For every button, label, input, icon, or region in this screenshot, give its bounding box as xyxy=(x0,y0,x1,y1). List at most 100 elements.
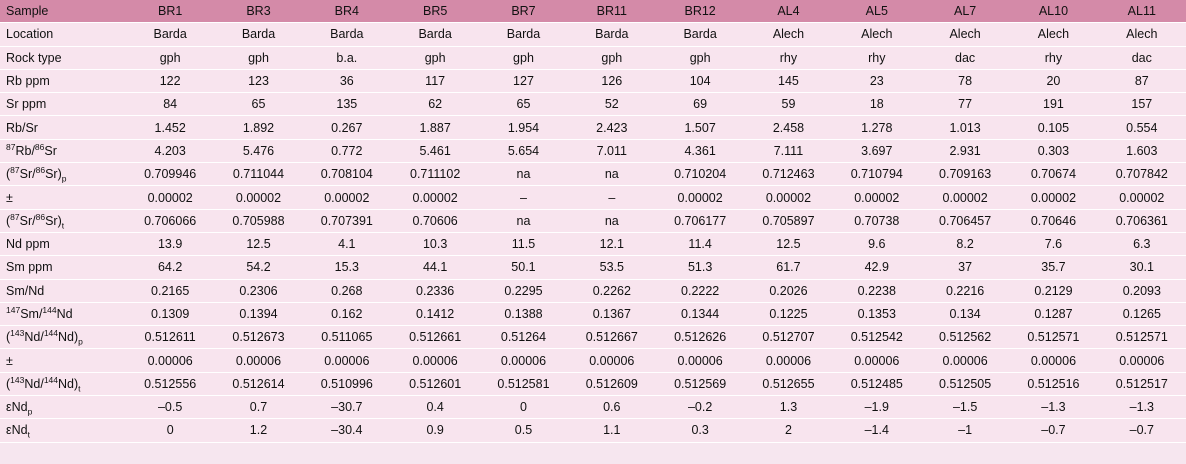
table-cell: 0.710794 xyxy=(832,162,921,187)
table-cell: 0.9 xyxy=(390,418,480,443)
table-cell: 0.707391 xyxy=(302,209,391,233)
row-label-part: Nd/ xyxy=(24,376,44,391)
row-label-part: 147 xyxy=(6,304,21,315)
table-row: εNdp –0.5 0.7 –30.7 0.4 0 0.6 –0.2 1.3 –1.9 –1.5 –1… xyxy=(0,395,1186,420)
table-cell: 0.1344 xyxy=(655,302,745,327)
table-cell: 30.1 xyxy=(1097,255,1186,280)
row-label-part: Sr) xyxy=(45,213,62,228)
table-cell: 1.892 xyxy=(214,115,303,140)
table-cell: 0.706177 xyxy=(655,209,745,233)
row-label: (87Sr/86Sr)t xyxy=(0,209,126,233)
table-cell: 0.00006 xyxy=(302,348,391,373)
table-cell: 12.5 xyxy=(744,232,833,257)
table-cell: –0.7 xyxy=(1097,418,1186,443)
table-cell: 0.512562 xyxy=(920,325,1010,350)
data-table: Sample BR1 BR3 BR4 BR5 BR7 BR11 BR12 AL4 AL5 AL7 AL… xyxy=(0,0,1186,443)
row-label-part: ( xyxy=(6,213,11,228)
table-cell: 0.51264 xyxy=(479,325,568,350)
table-cell: 135 xyxy=(302,92,391,117)
table-cell: Barda xyxy=(302,22,391,47)
row-label-part: εNd xyxy=(6,400,28,415)
row-label: Rb ppm xyxy=(0,69,126,94)
row-label: ± xyxy=(0,348,126,373)
row-label-part: Nd xyxy=(56,307,73,321)
table-cell: 53.5 xyxy=(567,255,656,280)
table-cell: 62 xyxy=(390,92,480,117)
table-cell: 0.00006 xyxy=(1097,348,1186,373)
table-cell: 0.3 xyxy=(655,418,745,443)
table-cell: na xyxy=(479,162,568,187)
table-cell: 0.00002 xyxy=(390,185,480,210)
row-label-part: Sr ppm xyxy=(6,97,47,112)
table-cell: 37 xyxy=(920,255,1010,280)
row-label: Rb/Sr xyxy=(0,115,126,140)
table-cell: 7.6 xyxy=(1009,232,1098,257)
table-cell: Barda xyxy=(567,22,656,47)
row-label-part: Rb/Sr xyxy=(6,120,38,135)
table-cell: 50.1 xyxy=(479,255,568,280)
table-cell: 0.00002 xyxy=(832,185,921,210)
column-header: BR3 xyxy=(214,0,303,24)
table-row: (87Sr/86Sr)t 0.706066 0.705988 0.707391 0.70… xyxy=(0,209,1186,233)
table-cell: 0.00006 xyxy=(920,348,1010,373)
table-cell: 18 xyxy=(832,92,921,117)
table-cell: 0.512673 xyxy=(214,325,303,350)
table-cell: 0.2238 xyxy=(832,279,921,303)
table-cell: rhy xyxy=(744,46,833,70)
table-cell: na xyxy=(479,209,568,233)
column-header: BR4 xyxy=(302,0,391,24)
row-label-part: Rb ppm xyxy=(6,74,50,89)
table-cell: 0.711044 xyxy=(214,162,303,187)
table-cell: –0.5 xyxy=(126,395,215,420)
table-cell: 1.954 xyxy=(479,115,568,140)
row-label: Sr ppm xyxy=(0,92,126,117)
table-cell: 0.00002 xyxy=(1009,185,1098,210)
table-row: Sr ppm 84 65 135 62 65 52 69 59 18 77 191 157 xyxy=(0,92,1186,117)
table-cell: 0.2129 xyxy=(1009,279,1098,303)
row-label-part: p xyxy=(78,336,83,347)
column-header: BR7 xyxy=(479,0,568,24)
table-cell: 0.512601 xyxy=(390,372,480,397)
table-cell: 36 xyxy=(302,69,391,94)
table-cell: rhy xyxy=(1009,46,1098,70)
table-row: Sm ppm 64.2 54.2 15.3 44.1 50.1 53.5 51.3 61.7 42… xyxy=(0,255,1186,280)
table-cell: – xyxy=(479,185,568,210)
table-row: Nd ppm 13.9 12.5 4.1 10.3 11.5 12.1 11.4 12.5 9.6… xyxy=(0,232,1186,257)
row-label-part: 86 xyxy=(35,165,46,176)
table-row: Rock type gph gph b.a. gph gph gph gph rhy rhy dac… xyxy=(0,46,1186,70)
table-cell: 7.011 xyxy=(567,139,656,164)
table-cell: 145 xyxy=(744,69,833,94)
table-cell: 0 xyxy=(126,418,215,443)
table-cell: 0.510996 xyxy=(302,372,391,397)
table-cell: 11.5 xyxy=(479,232,568,257)
table-cell: 0.00002 xyxy=(126,185,215,210)
table-cell: 0.00006 xyxy=(214,348,303,373)
table-cell: 52 xyxy=(567,92,656,117)
table-cell: na xyxy=(567,209,656,233)
table-cell: 0.267 xyxy=(302,115,391,140)
table-cell: 0.512517 xyxy=(1097,372,1186,397)
table-cell: 0.512614 xyxy=(214,372,303,397)
row-label-part: ( xyxy=(6,167,11,182)
row-label: ± xyxy=(0,185,126,210)
table-cell: gph xyxy=(390,46,480,70)
row-label-part: Sm/Nd xyxy=(6,283,45,298)
table-cell: 0.1265 xyxy=(1097,302,1186,327)
table-cell: – xyxy=(567,185,656,210)
column-header: BR5 xyxy=(390,0,480,24)
table-cell: 0.706361 xyxy=(1097,209,1186,233)
row-label-part: Rb/ xyxy=(15,143,35,158)
table-cell: 1.1 xyxy=(567,418,656,443)
table-cell: 15.3 xyxy=(302,255,391,280)
table-cell: 0.162 xyxy=(302,302,391,327)
table-cell: 1.507 xyxy=(655,115,745,140)
table-cell: 0.00006 xyxy=(567,348,656,373)
table-cell: –1.5 xyxy=(920,395,1010,420)
table-cell: 0.512661 xyxy=(390,325,480,350)
row-label-part: t xyxy=(61,220,65,231)
row-label-part: Nd ppm xyxy=(6,237,50,252)
table-cell: 0.2262 xyxy=(567,279,656,303)
table-cell: 0.712463 xyxy=(744,162,833,187)
table-cell: gph xyxy=(655,46,745,70)
table-cell: 0.512571 xyxy=(1009,325,1098,350)
